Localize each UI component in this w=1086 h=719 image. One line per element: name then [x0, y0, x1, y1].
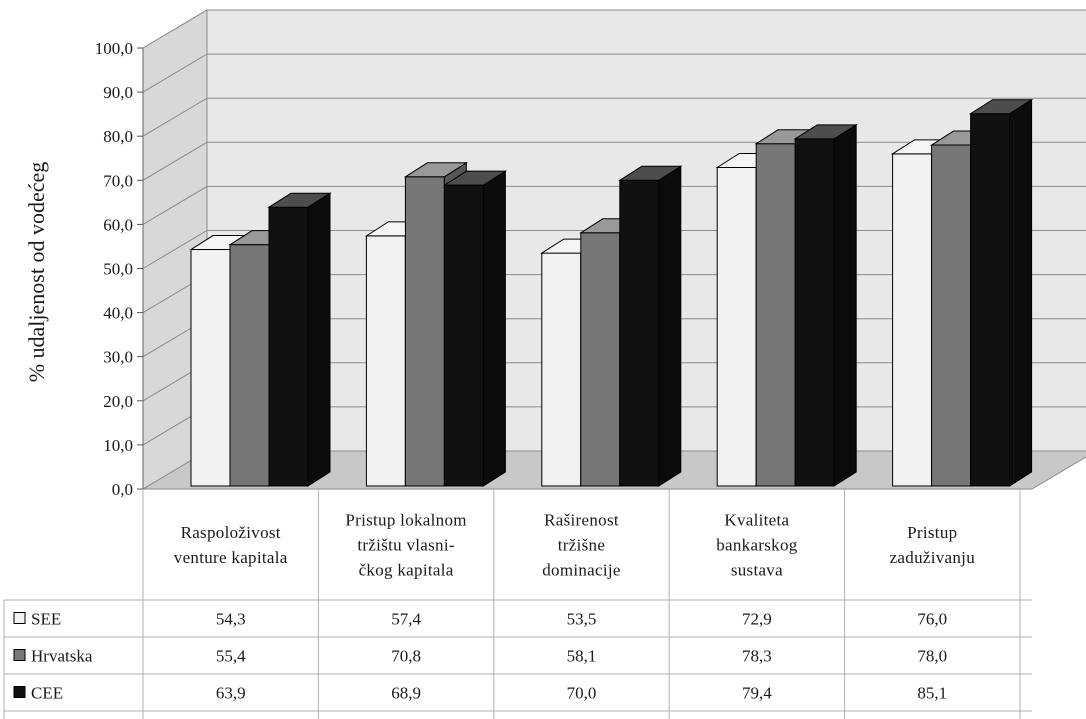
category-label: dominacije	[542, 561, 621, 580]
category-label: tržištu vlasni-	[357, 536, 455, 555]
legend-label: CEE	[31, 684, 63, 703]
legend-swatch	[13, 686, 26, 698]
bar-front	[970, 113, 1011, 487]
category-label: Pristup lokalnom	[345, 511, 466, 530]
gridline	[142, 9, 1086, 49]
bar-front	[229, 244, 270, 487]
bar	[793, 123, 858, 487]
data-label: 57,4	[391, 610, 421, 629]
data-label: 70,0	[567, 684, 597, 703]
data-label: 78,0	[917, 647, 947, 666]
data-label: 55,4	[216, 647, 246, 666]
bar-front	[931, 144, 972, 487]
bar-front	[404, 176, 445, 487]
bar-front	[794, 138, 835, 487]
data-label: 78,3	[742, 647, 772, 666]
bar-side	[833, 123, 857, 487]
category-label: Pristup	[907, 523, 957, 542]
data-label: 85,1	[917, 684, 947, 703]
bar	[267, 192, 332, 487]
bar-front	[268, 206, 309, 487]
data-label: 54,3	[216, 610, 246, 629]
data-label: 58,1	[567, 647, 597, 666]
y-tick-label: 10,0	[103, 436, 133, 455]
bar-front	[190, 249, 231, 487]
data-label: 76,0	[917, 610, 947, 629]
category-label: sustava	[731, 561, 783, 580]
bar-front	[365, 235, 406, 487]
category-label: bankarskog	[716, 536, 798, 555]
bar-front	[755, 143, 796, 487]
bar-front	[892, 153, 933, 487]
gridline	[142, 53, 1086, 93]
data-label: 70,8	[391, 647, 421, 666]
bar-front	[541, 252, 582, 487]
bar-front	[580, 232, 621, 487]
legend-label: SEE	[31, 610, 61, 629]
bar-top	[442, 170, 508, 186]
y-axis-label: % udaljenost od vodećeg	[24, 162, 49, 383]
bar-top	[618, 165, 683, 181]
category-label: zaduživanju	[890, 548, 976, 567]
data-label: 72,9	[742, 610, 772, 629]
gridline	[142, 97, 1086, 137]
y-tick-label: 100,0	[95, 39, 133, 58]
data-table: Raspoloživost venture kapitala Pristup lok…	[3, 489, 1032, 719]
bar-side	[1009, 98, 1033, 487]
y-tick-label: 60,0	[103, 215, 133, 234]
data-label: 53,5	[567, 610, 597, 629]
bar	[968, 98, 1034, 487]
y-tick-label: 20,0	[103, 392, 133, 411]
bar-side	[307, 192, 331, 487]
category-label: venture kapitala	[174, 548, 288, 567]
category-label: tržišne	[558, 536, 605, 555]
y-tick-label: 80,0	[103, 127, 133, 146]
legend-label: Hrvatska	[31, 647, 93, 666]
category-label: Kvaliteta	[724, 511, 789, 530]
data-label: 79,4	[742, 684, 772, 703]
category-label: Raširenost	[544, 511, 619, 530]
category-label: Raspoloživost	[181, 523, 281, 542]
data-label: 68,9	[391, 684, 421, 703]
category-label: čkog kapitala	[359, 561, 454, 580]
bar-top	[267, 192, 332, 208]
bars	[189, 98, 1034, 487]
data-label: 63,9	[216, 684, 246, 703]
bar	[618, 165, 683, 487]
bar-side	[482, 170, 506, 487]
bar-top	[403, 162, 469, 178]
bar-top	[793, 124, 858, 140]
y-tick-label: 30,0	[103, 348, 133, 367]
bar-front	[443, 184, 484, 487]
bar-top	[968, 99, 1034, 115]
y-tick-label: 40,0	[103, 304, 133, 323]
y-axis-ticks: 0,0 10,0 20,0 30,0 40,0 50,0 60,0 70,0 80,0 90,0 1…	[95, 39, 144, 499]
bar-side	[658, 165, 682, 487]
y-tick-label: 0,0	[112, 480, 133, 499]
legend-swatch	[13, 649, 26, 661]
bar	[442, 170, 508, 487]
legend-swatch	[13, 612, 26, 624]
bar-front	[619, 179, 660, 487]
bar-front	[716, 167, 757, 487]
y-tick-label: 90,0	[103, 83, 133, 102]
y-tick-label: 50,0	[103, 260, 133, 279]
y-tick-label: 70,0	[103, 171, 133, 190]
